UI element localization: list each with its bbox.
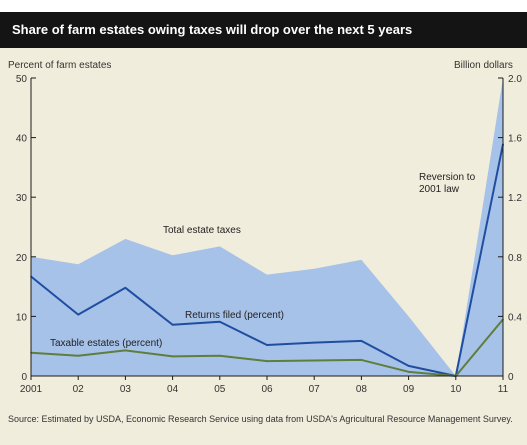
chart-area: Percent of farm estates Billion dollars … xyxy=(0,48,527,408)
line-returns-filed-point xyxy=(77,313,79,316)
line-returns-filed-point xyxy=(171,323,174,326)
right-tick-label: 0 xyxy=(508,372,514,383)
x-tick-label: 02 xyxy=(73,384,85,395)
line-taxable-estates-point xyxy=(171,355,174,358)
line-taxable-estates-point xyxy=(124,349,127,352)
top-strip xyxy=(0,0,527,12)
line-returns-filed-point xyxy=(124,286,127,289)
x-tick-label: 06 xyxy=(261,384,273,395)
left-tick-label: 30 xyxy=(16,193,28,204)
x-tick-label: 03 xyxy=(120,384,132,395)
left-tick-label: 50 xyxy=(16,74,28,85)
x-tick-label: 08 xyxy=(356,384,368,395)
right-tick-label: 1.6 xyxy=(508,134,522,145)
line-taxable-estates-point xyxy=(77,354,79,357)
series-label-taxable-estates: Taxable estates (percent) xyxy=(50,338,162,349)
left-tick-label: 40 xyxy=(16,134,28,145)
x-tick-label: 2001 xyxy=(20,384,43,395)
line-taxable-estates-point xyxy=(266,360,268,362)
title-bar: Share of farm estates owing taxes will d… xyxy=(0,12,527,48)
line-taxable-estates-point xyxy=(219,354,221,357)
right-tick-label: 2.0 xyxy=(508,74,522,85)
series-label-total-estate-taxes: Total estate taxes xyxy=(163,225,241,236)
chart-title: Share of farm estates owing taxes will d… xyxy=(12,22,413,37)
right-axis-label: Billion dollars xyxy=(454,60,513,71)
line-returns-filed-point xyxy=(313,341,316,344)
line-taxable-estates-point xyxy=(407,371,410,373)
line-layer xyxy=(30,143,504,377)
annotation-line-2: 2001 law xyxy=(419,184,460,195)
x-tick-label: 09 xyxy=(403,384,415,395)
x-tick-label: 05 xyxy=(214,384,226,395)
chart-svg: Percent of farm estates Billion dollars … xyxy=(8,60,522,395)
x-tick-label: 07 xyxy=(309,384,321,395)
line-taxable-estates-point xyxy=(360,359,363,361)
x-tick-label: 11 xyxy=(498,384,509,395)
left-axis-label: Percent of farm estates xyxy=(8,60,111,71)
line-taxable-estates-point xyxy=(313,359,316,362)
right-tick-label: 0.8 xyxy=(508,253,522,264)
left-tick-label: 10 xyxy=(16,312,28,323)
line-returns-filed-point xyxy=(219,320,221,323)
left-tick-label: 20 xyxy=(16,253,28,264)
right-tick-label: 0.4 xyxy=(508,312,522,323)
x-tick-label: 04 xyxy=(167,384,179,395)
line-returns-filed-point xyxy=(407,365,410,367)
left-tick-label: 0 xyxy=(21,372,27,383)
area-total-estate-taxes xyxy=(31,78,503,376)
annotation-line-1: Reversion to xyxy=(419,172,476,183)
x-tick-label: 10 xyxy=(450,384,462,395)
area-layer xyxy=(31,78,503,376)
right-tick-label: 1.2 xyxy=(508,193,522,204)
source-note: Source: Estimated by USDA, Economic Rese… xyxy=(8,414,513,424)
label-layer: Total estate taxes Returns filed (percen… xyxy=(50,172,478,349)
annotation-reversion: Reversion to 2001 law xyxy=(419,172,478,195)
tick-layer: 0 10 20 30 40 50 0 0.4 0.8 1.2 1.6 2.0 2001 02 03 04 05 0… xyxy=(16,74,522,395)
line-returns-filed-point xyxy=(266,344,268,346)
series-label-returns-filed: Returns filed (percent) xyxy=(185,310,284,321)
line-returns-filed-point xyxy=(360,340,363,342)
